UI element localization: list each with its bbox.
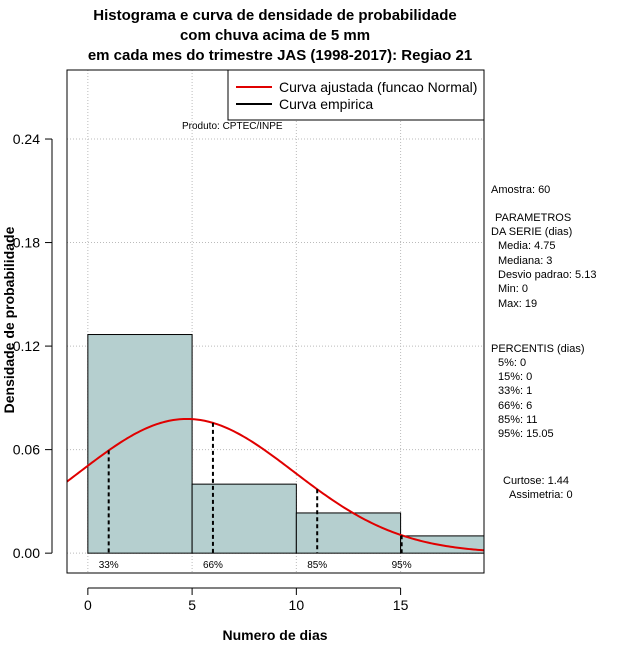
y-tick-label-1: 0.06 [13, 442, 40, 458]
fitted-curve-layer [66, 417, 485, 552]
chart-title-line-2: com chuva acima de 5 mm [180, 27, 370, 44]
param-mean: Media: 4.75 [498, 240, 555, 252]
param-median: Mediana: 3 [498, 255, 552, 267]
percentile-markers: 33% 66% 85% 95% [99, 422, 412, 571]
x-tick-label-3: 15 [393, 597, 409, 613]
legend-fitted-label: Curva ajustada (funcao Normal) [279, 79, 477, 95]
skewness-text: Assimetria: 0 [509, 489, 573, 501]
x-tick-label-0: 0 [84, 597, 92, 613]
watermark-text: Produto: CPTEC/INPE [182, 121, 283, 132]
axes: 0 5 10 15 0.00 0.06 0.12 0.18 0.24 [13, 131, 409, 613]
percentile-66: 66%: 6 [498, 400, 532, 412]
param-max: Max: 19 [498, 298, 537, 310]
histogram-bar-0 [87, 334, 193, 554]
param-sd: Desvio padrao: 5.13 [498, 269, 596, 281]
percentile-95: 95%: 15.05 [498, 428, 554, 440]
percentile-label-2: 85% [307, 560, 327, 571]
percentile-label-1: 66% [203, 560, 223, 571]
chart-title-line-1: Histograma e curva de densidade de proba… [93, 7, 456, 24]
percentile-85: 85%: 11 [498, 414, 538, 426]
x-tick-label-1: 5 [188, 597, 196, 613]
legend-box [227, 69, 485, 121]
chart-title-line-3: em cada mes do trimestre JAS (1998-2017)… [88, 47, 472, 64]
params-title-2: DA SERIE (dias) [491, 226, 572, 238]
histogram-bar-2 [295, 512, 402, 554]
sample-size-text: Amostra: 60 [491, 184, 550, 196]
histogram-bar-1 [191, 483, 297, 554]
param-min: Min: 0 [498, 283, 528, 295]
percentile-label-0: 33% [99, 560, 119, 571]
y-tick-label-2: 0.12 [13, 338, 40, 354]
legend: Curva ajustada (funcao Normal) Curva emp… [227, 69, 485, 121]
x-tick-label-2: 10 [289, 597, 305, 613]
kurtosis-text: Curtose: 1.44 [503, 475, 569, 487]
percentile-label-3: 95% [392, 560, 412, 571]
x-axis-label: Numero de dias [222, 627, 327, 643]
percentiles-title: PERCENTIS (dias) [491, 343, 585, 355]
legend-empirical-label: Curva empirica [279, 96, 373, 112]
percentile-33: 33%: 1 [498, 385, 532, 397]
histogram-bars [87, 334, 485, 554]
y-tick-label-0: 0.00 [13, 545, 40, 561]
y-axis-label: Densidade de probabilidade [1, 226, 17, 413]
side-panel: Amostra: 60 PARAMETROS DA SERIE (dias) M… [491, 184, 596, 501]
y-tick-label-4: 0.24 [13, 131, 40, 147]
params-title-1: PARAMETROS [495, 212, 571, 224]
percentile-5: 5%: 0 [498, 357, 526, 369]
fitted-normal-curve [66, 417, 485, 552]
percentile-15: 15%: 0 [498, 371, 532, 383]
y-tick-label-3: 0.18 [13, 235, 40, 251]
